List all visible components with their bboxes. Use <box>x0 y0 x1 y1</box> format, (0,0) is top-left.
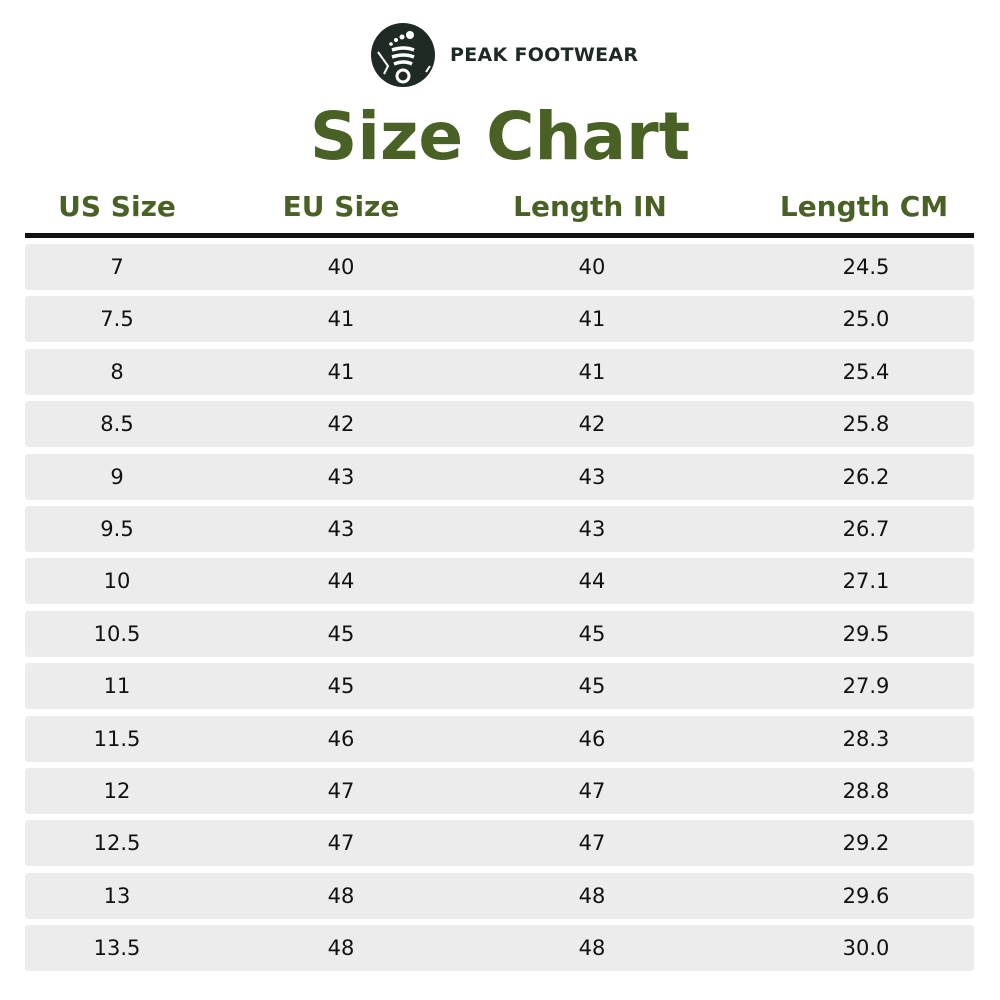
cell-eu-size: 47 <box>327 831 355 856</box>
table-row: 8.5 42 42 25.8 <box>25 401 974 448</box>
cell-eu-size: 43 <box>327 516 355 541</box>
cell-length-cm: 28.3 <box>842 726 890 751</box>
cell-eu-size: 41 <box>327 359 355 384</box>
table-row: 9.5 43 43 26.7 <box>25 505 974 552</box>
cell-us-size: 10.5 <box>93 621 141 646</box>
size-table-body: 7 40 40 24.5 7.5 41 41 25.0 8 41 41 25.4 8.5 42 42 25.8… <box>25 244 974 977</box>
cell-us-size: 9 <box>110 464 124 489</box>
cell-length-in: 44 <box>578 569 606 594</box>
cell-length-in: 47 <box>578 831 606 856</box>
cell-length-cm: 29.2 <box>842 831 890 856</box>
cell-length-in: 47 <box>578 778 606 803</box>
cell-length-in: 41 <box>578 359 606 384</box>
table-row: 8 41 41 25.4 <box>25 348 974 395</box>
table-row: 7 40 40 24.5 <box>25 244 974 290</box>
cell-length-cm: 24.5 <box>842 255 890 279</box>
cell-length-in: 43 <box>578 516 606 541</box>
cell-us-size: 7.5 <box>100 307 134 332</box>
cell-us-size: 13 <box>103 883 131 908</box>
header-divider <box>25 233 974 238</box>
cell-length-cm: 25.0 <box>842 307 890 332</box>
cell-us-size: 11 <box>103 674 131 699</box>
table-row: 10 44 44 27.1 <box>25 558 974 605</box>
table-row: 11.5 46 46 28.3 <box>25 715 974 762</box>
cell-length-in: 41 <box>578 307 606 332</box>
table-row: 12.5 47 47 29.2 <box>25 820 974 867</box>
table-row: 13.5 48 48 30.0 <box>25 925 974 972</box>
cell-us-size: 11.5 <box>93 726 141 751</box>
cell-length-in: 46 <box>578 726 606 751</box>
cell-eu-size: 45 <box>327 621 355 646</box>
cell-eu-size: 45 <box>327 674 355 699</box>
cell-eu-size: 41 <box>327 307 355 332</box>
cell-length-cm: 29.6 <box>842 883 890 908</box>
cell-eu-size: 42 <box>327 412 355 437</box>
cell-eu-size: 46 <box>327 726 355 751</box>
cell-eu-size: 44 <box>327 569 355 594</box>
table-header: US Size EU Size Length IN Length CM <box>0 190 1000 230</box>
header-eu-size: EU Size <box>282 190 400 223</box>
cell-length-cm: 26.7 <box>842 516 890 541</box>
cell-length-in: 42 <box>578 412 606 437</box>
cell-length-cm: 30.0 <box>842 936 890 961</box>
cell-us-size: 9.5 <box>100 516 134 541</box>
cell-us-size: 13.5 <box>93 936 141 961</box>
cell-length-cm: 26.2 <box>842 464 890 489</box>
cell-length-in: 43 <box>578 464 606 489</box>
cell-eu-size: 48 <box>327 936 355 961</box>
brand-name: PEAK FOOTWEAR <box>450 44 639 66</box>
table-row: 7.5 41 41 25.0 <box>25 296 974 343</box>
cell-length-in: 40 <box>578 255 606 279</box>
cell-us-size: 7 <box>110 255 124 279</box>
cell-us-size: 8.5 <box>100 412 134 437</box>
cell-eu-size: 43 <box>327 464 355 489</box>
cell-us-size: 12 <box>103 778 131 803</box>
cell-length-cm: 25.8 <box>842 412 890 437</box>
brand-header: PEAK FOOTWEAR <box>370 22 638 88</box>
cell-us-size: 8 <box>110 359 124 384</box>
cell-length-in: 45 <box>578 674 606 699</box>
cell-length-in: 48 <box>578 936 606 961</box>
cell-eu-size: 40 <box>327 255 355 279</box>
cell-length-in: 48 <box>578 883 606 908</box>
table-row: 11 45 45 27.9 <box>25 663 974 710</box>
header-length-in: Length IN <box>513 190 667 223</box>
cell-length-cm: 25.4 <box>842 359 890 384</box>
footprint-logo-icon <box>371 23 435 87</box>
table-row: 10.5 45 45 29.5 <box>25 610 974 657</box>
cell-length-cm: 27.9 <box>842 674 890 699</box>
cell-length-cm: 29.5 <box>842 621 890 646</box>
header-us-size: US Size <box>58 190 176 223</box>
cell-eu-size: 47 <box>327 778 355 803</box>
header-length-cm: Length CM <box>779 190 949 223</box>
cell-eu-size: 48 <box>327 883 355 908</box>
table-row: 12 47 47 28.8 <box>25 767 974 814</box>
cell-us-size: 12.5 <box>93 831 141 856</box>
cell-length-cm: 27.1 <box>842 569 890 594</box>
cell-length-in: 45 <box>578 621 606 646</box>
cell-us-size: 10 <box>103 569 131 594</box>
table-row: 13 48 48 29.6 <box>25 872 974 919</box>
table-row: 9 43 43 26.2 <box>25 453 974 500</box>
page-title: Size Chart <box>309 98 691 175</box>
cell-length-cm: 28.8 <box>842 778 890 803</box>
